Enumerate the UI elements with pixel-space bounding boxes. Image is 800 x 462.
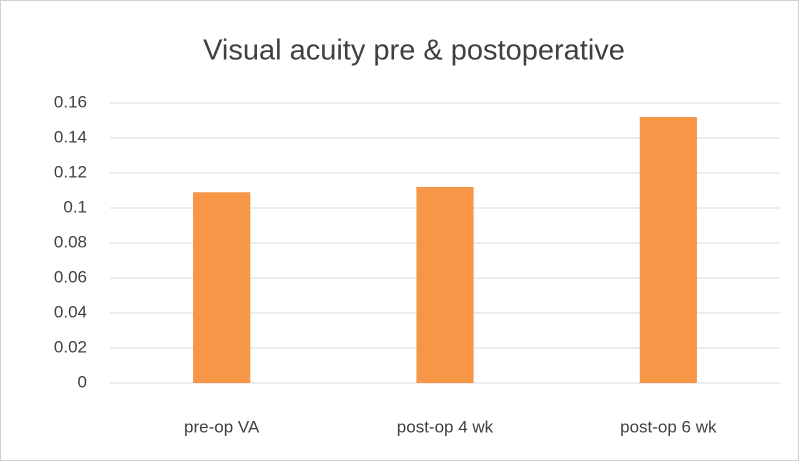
chart-title: Visual acuity pre & postoperative	[203, 35, 625, 67]
x-tick-label: pre-op VA	[184, 417, 260, 436]
bar	[193, 192, 251, 383]
x-tick-label: post-op 4 wk	[397, 417, 494, 436]
y-tick-label: 0.12	[54, 162, 87, 181]
y-tick-label: 0	[78, 372, 87, 391]
y-tick-label: 0.14	[54, 127, 87, 146]
y-tick-label: 0.1	[63, 197, 87, 216]
bar	[639, 117, 697, 383]
y-tick-label: 0.02	[54, 337, 87, 356]
y-tick-label: 0.06	[54, 267, 87, 286]
y-tick-label: 0.08	[54, 232, 87, 251]
y-tick-label: 0.16	[54, 92, 87, 111]
x-tick-label: post-op 6 wk	[620, 417, 717, 436]
y-tick-label: 0.04	[54, 302, 87, 321]
bar	[416, 187, 474, 383]
